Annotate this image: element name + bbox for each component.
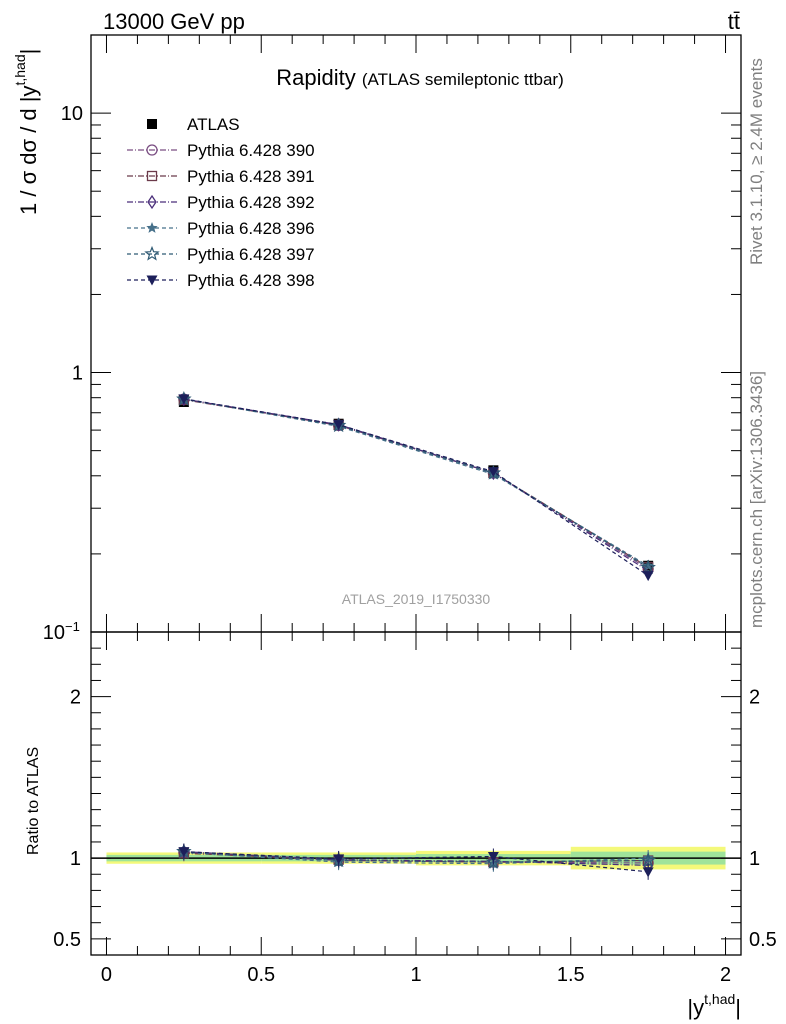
ratio-y-tick-label: 0.5 xyxy=(53,929,81,951)
legend-marker xyxy=(144,245,160,261)
main-y-label-main: 1 / σ dσ / d |y xyxy=(16,86,41,215)
mc-point xyxy=(642,559,654,571)
y-tick-label-exp: −1 xyxy=(65,619,80,634)
ratio-y-tick-label: 2 xyxy=(70,687,81,709)
ratio-frame xyxy=(90,631,742,956)
series-line-2 xyxy=(183,399,649,568)
series-line-4 xyxy=(183,398,649,567)
series-line-5 xyxy=(183,398,649,569)
x-tick-label: 0.5 xyxy=(247,964,275,986)
main-y-label: 1 / σ dσ / d |yt,had| xyxy=(12,49,41,215)
mc-point xyxy=(642,571,654,582)
ratio-point xyxy=(485,853,502,869)
y-tick-label: 10 xyxy=(61,103,83,125)
y-tick-label: 10 xyxy=(43,622,65,644)
series-line-3 xyxy=(183,398,649,572)
ratio-panel: 2 2 1 1 0.5 0.5 0 0.5 1 1.5 2 Ratio to ATLAS |yt,had… xyxy=(25,631,777,1020)
legend-label: Pythia 6.428 391 xyxy=(187,167,315,186)
process-label: tt̄ xyxy=(728,9,740,34)
main-y-label-end: | xyxy=(16,49,41,55)
x-tick-label: 1 xyxy=(410,964,421,986)
legend-marker xyxy=(147,194,157,210)
ratio-point xyxy=(642,867,654,878)
energy-label: 13000 GeV pp xyxy=(103,9,245,34)
legend-label: Pythia 6.428 392 xyxy=(187,193,315,212)
x-tick-label: 1.5 xyxy=(557,964,585,986)
x-tick-label: 0 xyxy=(101,964,112,986)
rivet-label: Rivet 3.1.10, ≥ 2.4M events xyxy=(747,58,766,265)
legend-marker xyxy=(146,170,158,182)
legend-marker xyxy=(146,222,158,233)
chart-title-main: Rapidity xyxy=(276,65,362,90)
series-line-6 xyxy=(183,398,649,577)
legend-marker xyxy=(147,119,157,129)
x-axis-label-end: | xyxy=(735,995,741,1020)
source-label: mcplots.cern.ch [arXiv:1306.3436] xyxy=(747,371,766,628)
ratio-line-5 xyxy=(183,851,649,873)
legend-marker xyxy=(146,144,158,156)
ratio-y-tick-label-right: 0.5 xyxy=(749,929,777,951)
x-axis-label: |yt,had| xyxy=(687,991,741,1020)
chart-subtitle: (ATLAS semileptonic ttbar) xyxy=(362,70,564,89)
legend-label: Pythia 6.428 397 xyxy=(187,245,315,264)
ratio-point xyxy=(178,847,190,858)
chart-title: Rapidity (ATLAS semileptonic ttbar) xyxy=(276,65,563,90)
mc-point xyxy=(487,467,499,478)
legend-label: Pythia 6.428 396 xyxy=(187,219,315,238)
legend-label: Pythia 6.428 390 xyxy=(187,141,315,160)
x-axis-label-main: |y xyxy=(687,995,704,1020)
ratio-y-tick-label-right: 2 xyxy=(749,687,760,709)
legend-label: ATLAS xyxy=(187,115,240,134)
legend-label: Pythia 6.428 398 xyxy=(187,271,315,290)
legend: ATLAS Pythia 6.428 390 Pythia 6.428 391 Pyt… xyxy=(127,115,315,290)
legend-marker xyxy=(146,275,158,286)
y-tick-label: 1 xyxy=(72,363,83,385)
mc-point xyxy=(333,420,345,431)
ratio-point xyxy=(333,854,345,865)
ratio-line-4 xyxy=(183,851,649,863)
x-tick-label: 2 xyxy=(720,964,731,986)
x-axis-label-sup: t,had xyxy=(704,991,735,1007)
ratio-y-tick-label-right: 1 xyxy=(749,848,760,870)
ratio-point xyxy=(640,852,656,868)
series-line-1 xyxy=(183,398,649,570)
main-y-label-sup: t,had xyxy=(12,54,28,85)
ratio-point xyxy=(487,851,499,862)
mc-point xyxy=(640,559,656,575)
mc-point xyxy=(178,394,190,405)
analysis-watermark: ATLAS_2019_I1750330 xyxy=(342,591,491,607)
ratio-y-label: Ratio to ATLAS xyxy=(25,747,42,855)
ratio-y-tick-label: 1 xyxy=(70,848,81,870)
